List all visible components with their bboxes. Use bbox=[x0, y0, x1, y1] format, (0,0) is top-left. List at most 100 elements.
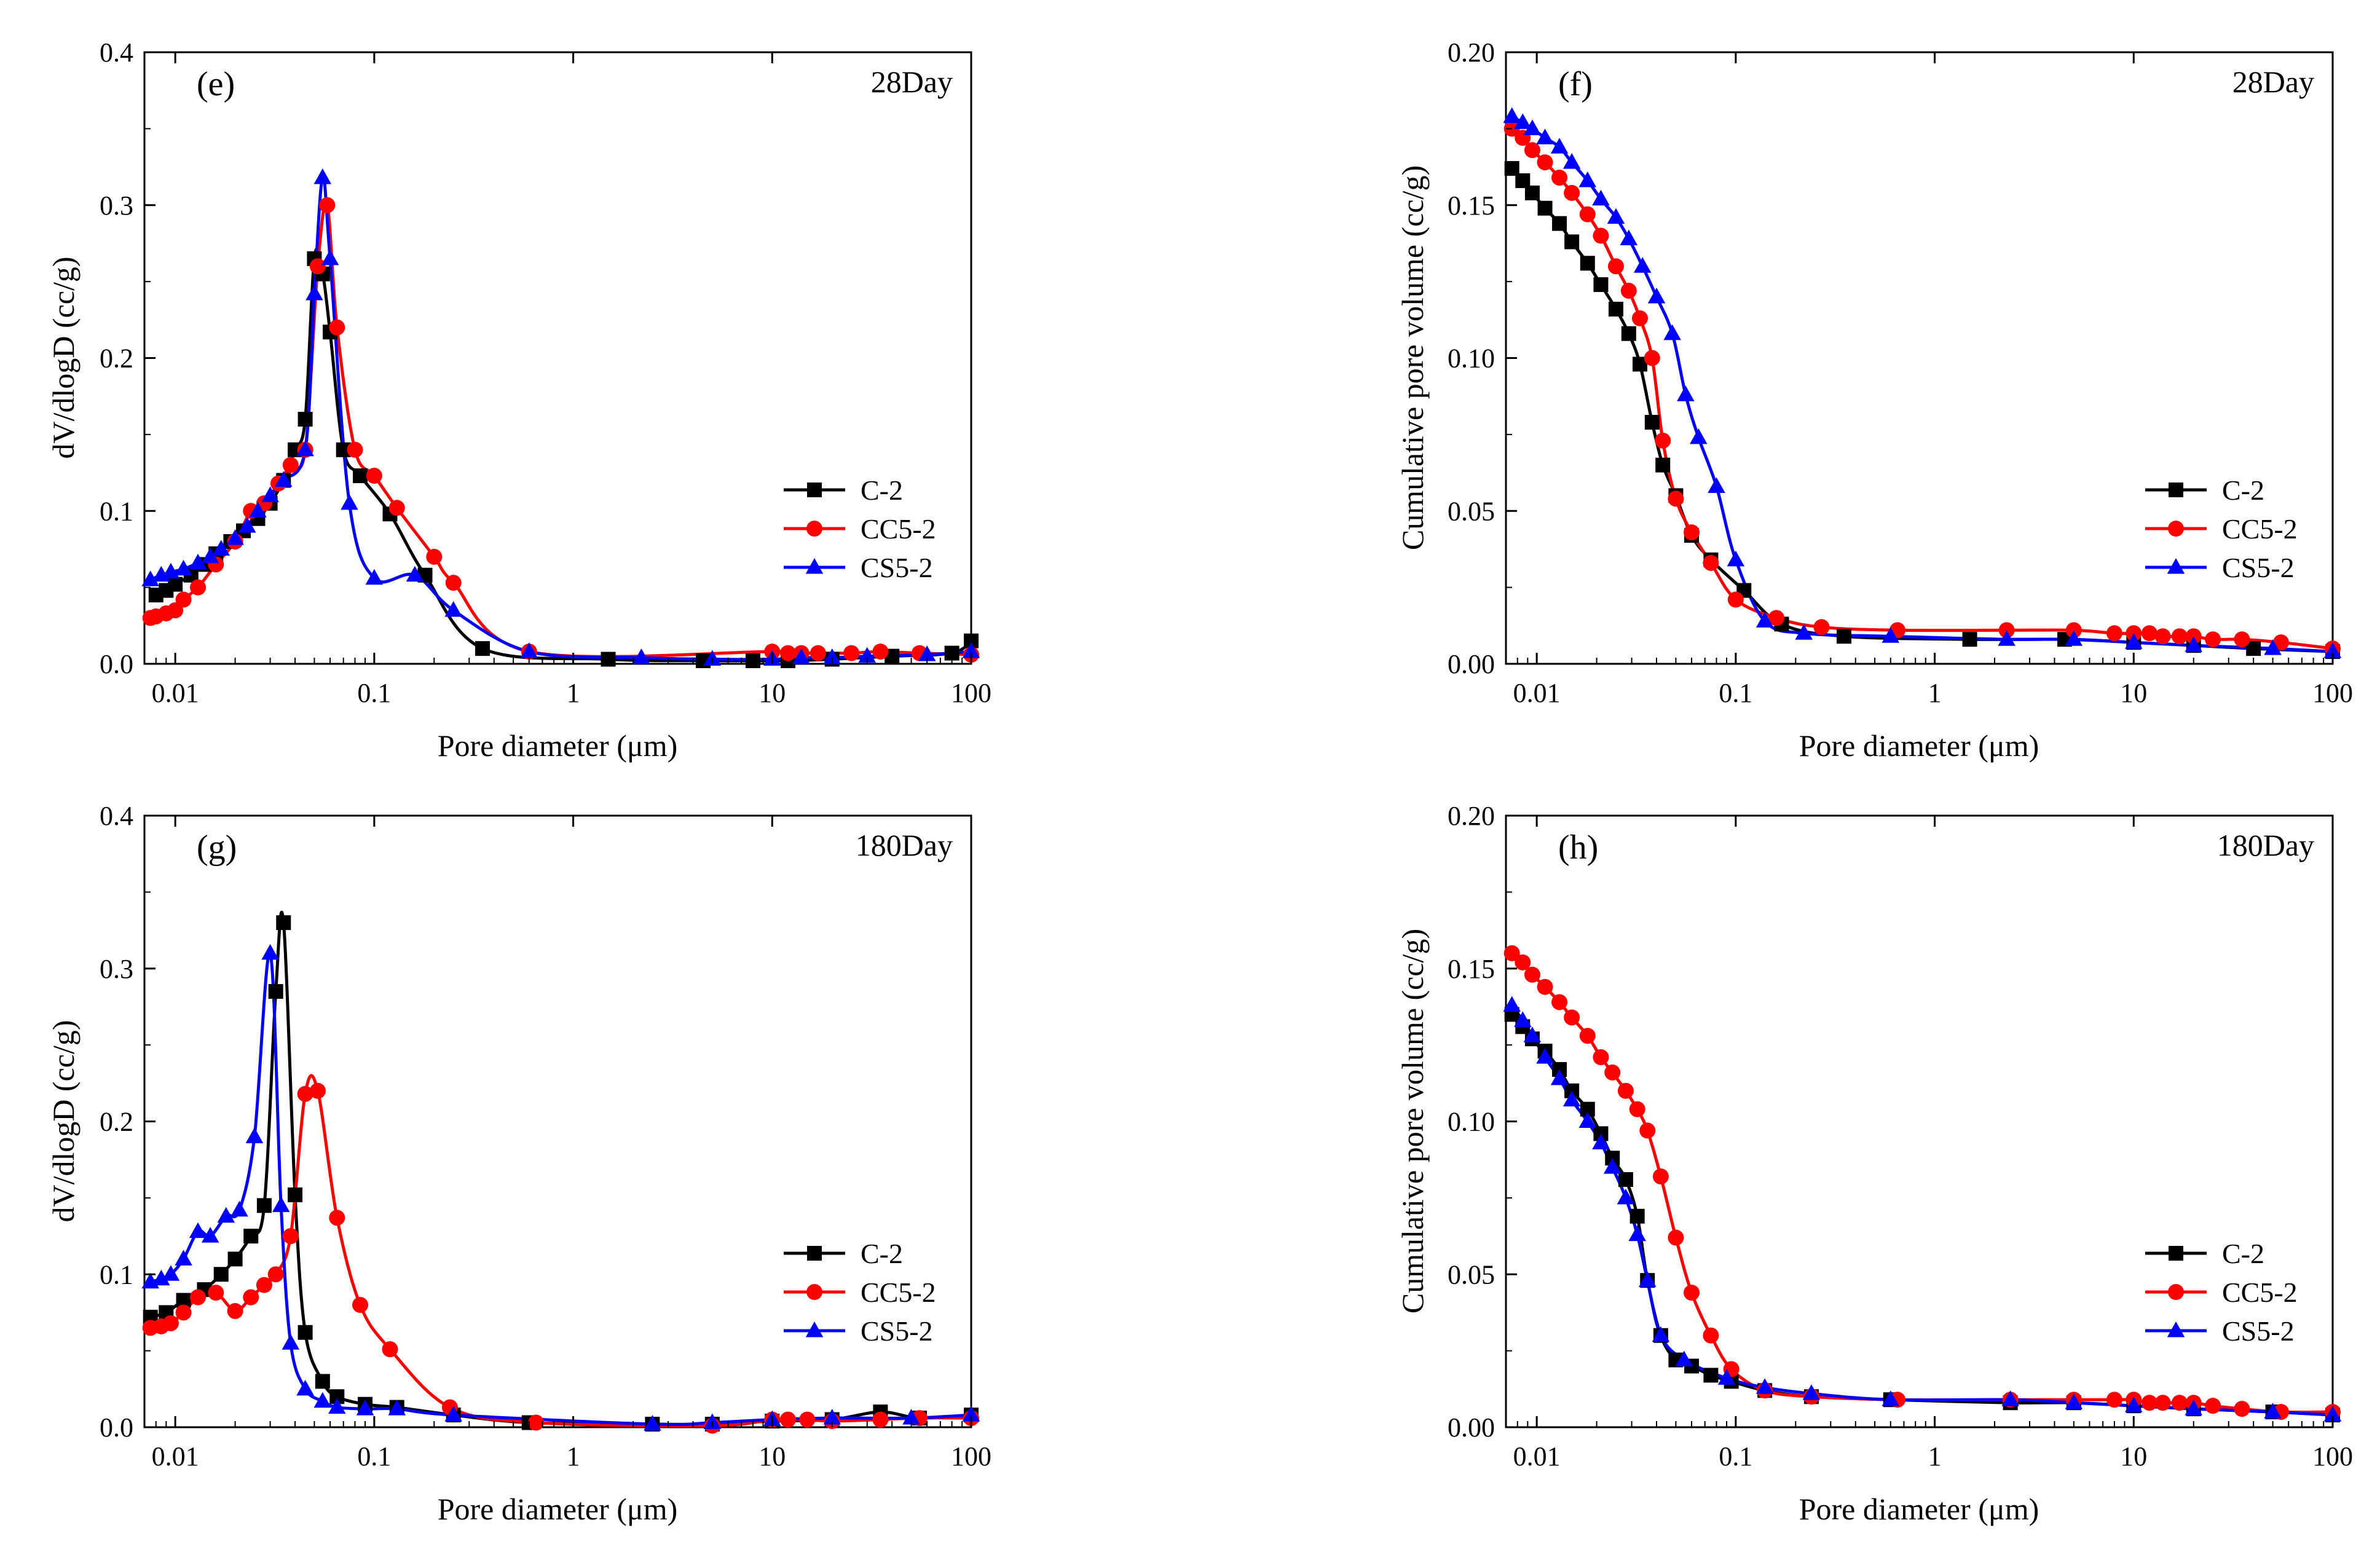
data-point-CS5-2 bbox=[1802, 1384, 1821, 1400]
data-point-CS5-2 bbox=[1514, 113, 1532, 129]
data-point-CS5-2 bbox=[2264, 639, 2282, 655]
data-point-C-2 bbox=[298, 412, 313, 427]
data-point-CC5-2 bbox=[1684, 1285, 1700, 1301]
data-point-CC5-2 bbox=[1524, 966, 1540, 983]
day-label: 28Day bbox=[871, 65, 953, 99]
data-point-CS5-2 bbox=[2125, 633, 2143, 649]
legend-marker-CS5-2 bbox=[2167, 1321, 2185, 1337]
data-point-CC5-2 bbox=[2205, 1398, 2221, 1414]
data-point-CC5-2 bbox=[2234, 631, 2250, 648]
data-point-C-2 bbox=[315, 1374, 330, 1389]
data-point-CC5-2 bbox=[162, 1315, 179, 1331]
data-point-CS5-2 bbox=[175, 1250, 192, 1266]
data-point-C-2 bbox=[298, 1325, 313, 1340]
y-tick-label: 0.3 bbox=[100, 191, 133, 221]
data-point-CS5-2 bbox=[2323, 1406, 2342, 1422]
data-point-CC5-2 bbox=[282, 1228, 299, 1245]
data-point-CS5-2 bbox=[212, 540, 230, 556]
data-point-CC5-2 bbox=[2205, 631, 2221, 648]
data-point-CC5-2 bbox=[1668, 490, 1684, 507]
data-point-CS5-2 bbox=[261, 486, 279, 502]
data-point-CC5-2 bbox=[329, 319, 345, 336]
data-point-C-2 bbox=[268, 984, 283, 999]
legend-marker-CS5-2 bbox=[805, 558, 824, 574]
y-tick-label: 0.20 bbox=[1448, 37, 1495, 68]
data-point-CS5-2 bbox=[2065, 1393, 2083, 1409]
data-point-CC5-2 bbox=[1564, 184, 1580, 201]
data-point-CC5-2 bbox=[2234, 1401, 2250, 1417]
y-axis-title: dV/dlogD (cc/g) bbox=[46, 1020, 81, 1222]
data-point-C-2 bbox=[1618, 1172, 1633, 1188]
x-tick-label: 0.1 bbox=[357, 1441, 391, 1471]
y-tick-label: 0.10 bbox=[1448, 344, 1495, 374]
legend-marker-CC5-2 bbox=[806, 1284, 822, 1300]
data-point-CC5-2 bbox=[2141, 1395, 2157, 1411]
data-point-CS5-2 bbox=[2001, 1390, 2019, 1406]
data-point-CS5-2 bbox=[249, 502, 267, 518]
x-axis-title: Pore diameter (μm) bbox=[1799, 1492, 2039, 1526]
data-point-CC5-2 bbox=[779, 1411, 796, 1428]
data-point-CS5-2 bbox=[162, 562, 180, 579]
data-point-CC5-2 bbox=[1703, 554, 1719, 571]
data-point-CC5-2 bbox=[1639, 1122, 1656, 1139]
x-tick-label: 10 bbox=[2120, 678, 2147, 708]
data-point-CC5-2 bbox=[208, 1285, 224, 1301]
data-point-C-2 bbox=[1593, 277, 1609, 293]
y-tick-label: 0.1 bbox=[100, 1259, 133, 1290]
data-point-CC5-2 bbox=[267, 1266, 284, 1283]
y-tick-label: 0.05 bbox=[1448, 1259, 1495, 1290]
data-point-CS5-2 bbox=[1550, 1069, 1569, 1085]
data-point-CC5-2 bbox=[1768, 610, 1784, 626]
y-axis-title: Cumulative pore volume (cc/g) bbox=[1395, 165, 1430, 550]
y-axis-title: Cumulative pore volume (cc/g) bbox=[1395, 929, 1430, 1314]
data-point-CC5-2 bbox=[297, 1085, 313, 1102]
data-point-CS5-2 bbox=[162, 1265, 180, 1281]
data-point-CS5-2 bbox=[1628, 1225, 1646, 1242]
data-point-CS5-2 bbox=[823, 1409, 841, 1425]
legend: C-2 CC5-2 CS5-2 bbox=[784, 475, 936, 583]
legend: C-2 CC5-2 CS5-2 bbox=[784, 1238, 936, 1347]
data-point-CC5-2 bbox=[1537, 979, 1553, 995]
data-point-CS5-2 bbox=[2185, 636, 2202, 652]
data-point-CS5-2 bbox=[1550, 138, 1569, 154]
x-axis-title: Pore diameter (μm) bbox=[438, 728, 678, 763]
data-point-CS5-2 bbox=[1578, 1112, 1597, 1128]
data-point-CC5-2 bbox=[1668, 1229, 1684, 1246]
data-point-CC5-2 bbox=[426, 548, 443, 565]
y-tick-label: 0.20 bbox=[1448, 801, 1495, 831]
data-point-CS5-2 bbox=[305, 285, 323, 301]
data-point-CC5-2 bbox=[366, 468, 382, 484]
data-point-CC5-2 bbox=[282, 457, 299, 473]
data-point-CC5-2 bbox=[843, 645, 860, 661]
data-point-CS5-2 bbox=[1514, 1011, 1532, 1027]
data-point-CC5-2 bbox=[227, 1302, 243, 1319]
data-point-CC5-2 bbox=[810, 645, 826, 661]
data-point-CS5-2 bbox=[141, 570, 159, 586]
y-tick-label: 0.4 bbox=[100, 37, 133, 68]
data-point-CS5-2 bbox=[1503, 107, 1521, 123]
data-point-CS5-2 bbox=[902, 1409, 920, 1425]
legend-label-C-2: C-2 bbox=[861, 1238, 903, 1269]
data-point-C-2 bbox=[475, 641, 490, 656]
x-tick-label: 10 bbox=[759, 678, 786, 708]
data-point-C-2 bbox=[353, 468, 368, 484]
data-point-C-2 bbox=[1580, 256, 1595, 271]
data-point-CC5-2 bbox=[1813, 619, 1830, 636]
data-point-CC5-2 bbox=[1684, 524, 1700, 541]
data-point-CS5-2 bbox=[175, 559, 192, 576]
data-point-CC5-2 bbox=[1652, 1168, 1669, 1185]
y-tick-label: 0.1 bbox=[100, 496, 133, 526]
data-point-CC5-2 bbox=[1593, 227, 1609, 244]
x-tick-label: 100 bbox=[951, 1441, 991, 1471]
data-point-CS5-2 bbox=[1795, 624, 1813, 640]
data-point-CC5-2 bbox=[2106, 1392, 2122, 1408]
data-point-CS5-2 bbox=[632, 648, 650, 664]
data-point-CS5-2 bbox=[1882, 1390, 1900, 1406]
y-tick-label: 0.0 bbox=[100, 1412, 133, 1443]
y-tick-label: 0.05 bbox=[1448, 496, 1495, 526]
data-point-CS5-2 bbox=[1652, 1326, 1670, 1342]
x-tick-label: 1 bbox=[567, 1441, 580, 1471]
data-point-CC5-2 bbox=[382, 1341, 398, 1358]
data-point-CC5-2 bbox=[2154, 1395, 2171, 1411]
data-point-CS5-2 bbox=[1503, 996, 1521, 1012]
